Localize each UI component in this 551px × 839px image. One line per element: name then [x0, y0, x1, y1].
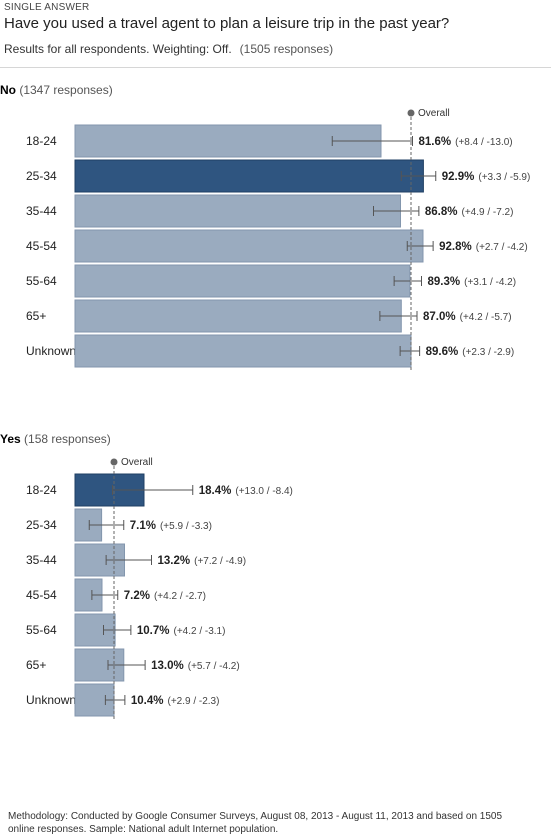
answer-type-label: SINGLE ANSWER: [4, 2, 90, 13]
no-group-title: No (1347 responses): [0, 83, 113, 97]
no-ci-label: (+2.3 / -2.9): [462, 347, 514, 358]
no-ci-label: (+3.1 / -4.2): [464, 277, 516, 288]
methodology-note: Methodology: Conducted by Google Consume…: [8, 811, 503, 835]
yes-ci-label: (+5.7 / -4.2): [188, 661, 240, 672]
yes-category-label: 65+: [26, 658, 46, 672]
total-responses: (1505 responses): [239, 42, 334, 56]
no-value-label: 89.6%: [426, 346, 459, 358]
no-ci-label: (+2.7 / -4.2): [476, 242, 528, 253]
yes-ci-label: (+4.2 / -3.1): [173, 626, 225, 637]
no-value-label: 87.0%: [423, 311, 456, 323]
no-ci-label: (+4.9 / -7.2): [461, 207, 513, 218]
yes-ci-label: (+7.2 / -4.9): [194, 556, 246, 567]
results-chart: No (1347 responses) 18-24 81.6% (+8.4 / -13…: [0, 83, 530, 719]
yes-value-label: 7.2%: [124, 590, 150, 602]
no-bar: [74, 334, 412, 368]
yes-category-label: 45-54: [26, 588, 57, 602]
no-category-label: Unknown: [26, 344, 76, 358]
no-ci-label: (+4.2 / -5.7): [460, 312, 512, 323]
question-title: Have you used a travel agent to plan a l…: [4, 15, 450, 32]
results-description: Results for all respondents. Weighting: …: [4, 42, 232, 56]
yes-ci-label: (+5.9 / -3.3): [160, 521, 212, 532]
yes-group-title: Yes (158 responses): [0, 432, 111, 446]
no-value-label: 89.3%: [428, 276, 461, 288]
yes-value-label: 13.2%: [158, 555, 191, 567]
yes-value-label: 13.0%: [151, 660, 184, 672]
yes-value-label: 7.1%: [130, 520, 156, 532]
no-category-label: 45-54: [26, 239, 57, 253]
yes-category-label: Unknown: [26, 693, 76, 707]
no-value-label: 92.8%: [439, 241, 472, 253]
yes-category-label: 55-64: [26, 623, 57, 637]
no-value-label: 92.9%: [442, 171, 475, 183]
no-overall-label: Overall: [418, 108, 450, 119]
yes-category-label: 35-44: [26, 553, 57, 567]
yes-category-label: 18-24: [26, 483, 57, 497]
yes-overall-label: Overall: [121, 457, 153, 468]
no-value-label: 81.6%: [419, 136, 452, 148]
yes-ci-label: (+13.0 / -8.4): [235, 486, 293, 497]
no-bar: [74, 124, 382, 158]
no-bar: [74, 229, 424, 263]
no-bar: [74, 264, 411, 298]
yes-overall-marker: [110, 458, 118, 466]
no-category-label: 25-34: [26, 169, 57, 183]
yes-ci-label: (+4.2 / -2.7): [154, 591, 206, 602]
header-divider: [0, 67, 551, 68]
no-category-label: 35-44: [26, 204, 57, 218]
no-overall-marker: [407, 109, 415, 117]
yes-value-label: 18.4%: [199, 485, 232, 497]
no-value-label: 86.8%: [425, 206, 458, 218]
no-bar: [74, 194, 401, 228]
results-meta: Results for all respondents. Weighting: …: [4, 42, 333, 56]
no-ci-label: (+3.3 / -5.9): [478, 172, 530, 183]
yes-value-label: 10.4%: [131, 695, 164, 707]
yes-value-label: 10.7%: [137, 625, 170, 637]
no-ci-label: (+8.4 / -13.0): [455, 137, 513, 148]
yes-category-label: 25-34: [26, 518, 57, 532]
no-category-label: 65+: [26, 309, 46, 323]
no-category-label: 18-24: [26, 134, 57, 148]
no-category-label: 55-64: [26, 274, 57, 288]
no-bar: [74, 159, 424, 193]
no-bar: [74, 299, 402, 333]
yes-ci-label: (+2.9 / -2.3): [167, 696, 219, 707]
